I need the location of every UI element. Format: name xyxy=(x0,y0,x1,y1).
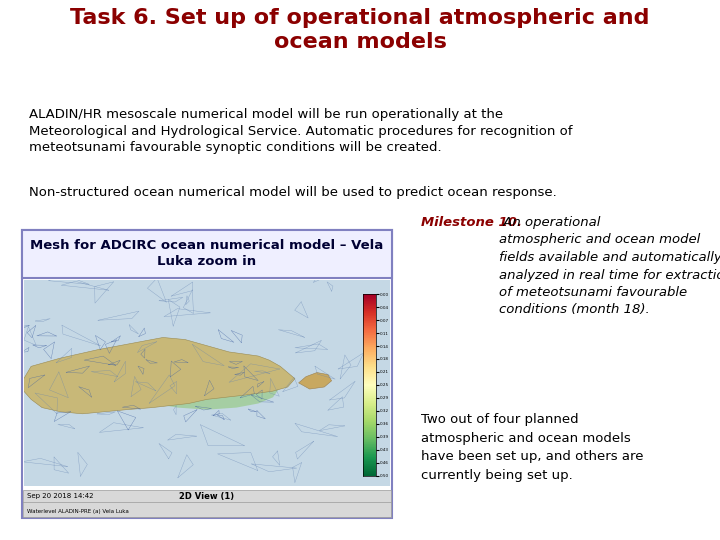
Text: 16.546          16.973          16.570          16.704          16.711          : 16.546 16.973 16.570 16.704 16.711 xyxy=(120,482,294,487)
Text: 2D View (1): 2D View (1) xyxy=(179,492,235,501)
Text: Two out of four planned
atmospheric and ocean models
have been set up, and other: Two out of four planned atmospheric and … xyxy=(421,413,644,482)
Polygon shape xyxy=(299,373,332,389)
Text: Milestone 10.: Milestone 10. xyxy=(421,216,522,229)
Text: Waterlevel ALADIN-PRE (a) Vela Luka: Waterlevel ALADIN-PRE (a) Vela Luka xyxy=(27,509,129,514)
Text: ALADIN/HR mesoscale numerical model will be run operationally at the
Meteorologi: ALADIN/HR mesoscale numerical model will… xyxy=(29,108,572,154)
FancyBboxPatch shape xyxy=(22,230,392,518)
Text: Task 6. Set up of operational atmospheric and
ocean models: Task 6. Set up of operational atmospheri… xyxy=(71,8,649,52)
Polygon shape xyxy=(24,338,295,414)
FancyBboxPatch shape xyxy=(23,490,391,517)
FancyBboxPatch shape xyxy=(22,230,392,278)
Text: Non-structured ocean numerical model will be used to predict ocean response.: Non-structured ocean numerical model wil… xyxy=(29,186,557,199)
Text: Mesh for ADCIRC ocean numerical model – Vela
Luka zoom in: Mesh for ADCIRC ocean numerical model – … xyxy=(30,239,384,268)
Text: Sep 20 2018 14:42: Sep 20 2018 14:42 xyxy=(27,493,94,500)
Polygon shape xyxy=(134,379,280,410)
Text: An operational
atmospheric and ocean model
fields available and automatically
an: An operational atmospheric and ocean mod… xyxy=(499,216,720,316)
